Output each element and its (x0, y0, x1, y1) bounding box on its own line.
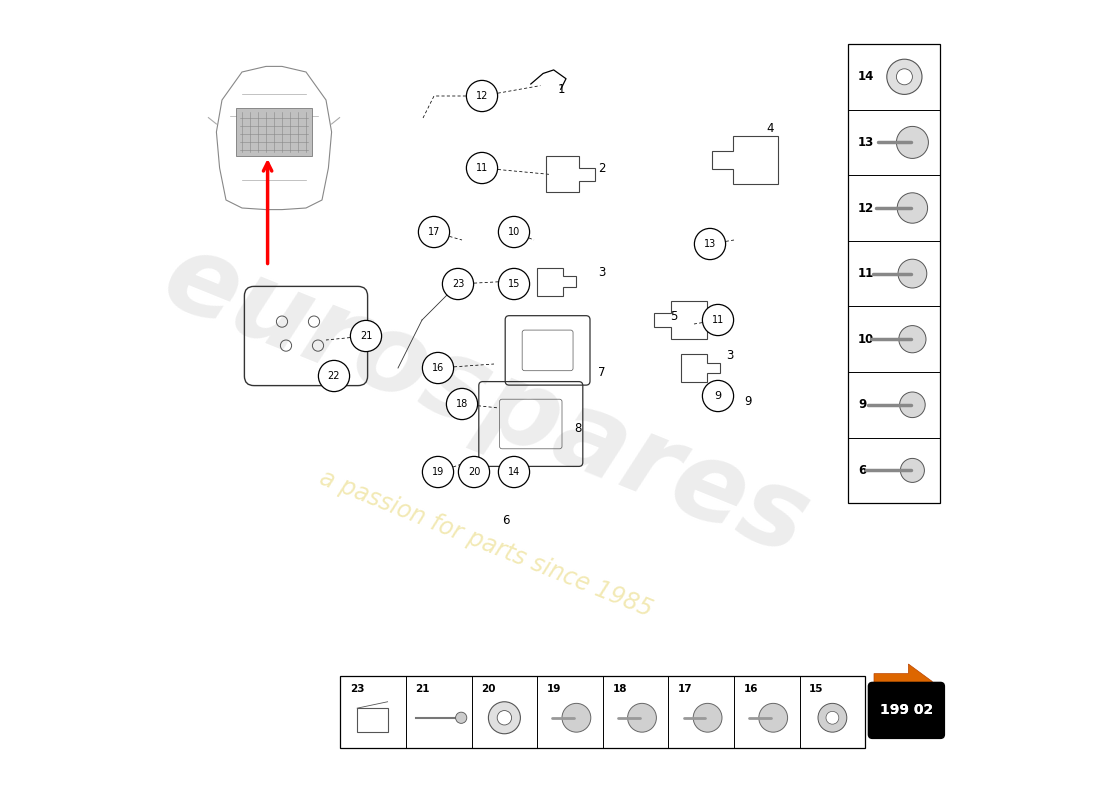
Circle shape (498, 216, 529, 248)
Text: 11: 11 (858, 267, 874, 280)
Circle shape (826, 711, 839, 724)
Bar (848, 44, 940, 503)
Text: 13: 13 (858, 136, 874, 149)
Circle shape (759, 703, 788, 732)
Circle shape (455, 712, 466, 723)
Circle shape (628, 703, 657, 732)
Text: 10: 10 (858, 333, 874, 346)
Circle shape (488, 702, 520, 734)
Text: 7: 7 (598, 366, 605, 378)
Text: 16: 16 (744, 684, 758, 694)
Text: 12: 12 (858, 202, 874, 214)
Circle shape (896, 69, 912, 85)
Circle shape (703, 380, 734, 411)
Text: 12: 12 (476, 91, 488, 101)
Circle shape (898, 259, 927, 288)
Circle shape (818, 703, 847, 732)
Text: 20: 20 (481, 684, 496, 694)
Circle shape (899, 326, 926, 353)
Circle shape (318, 360, 350, 392)
Text: 9: 9 (745, 395, 752, 408)
Text: 20: 20 (468, 467, 481, 477)
Circle shape (442, 268, 474, 300)
Text: 199 02: 199 02 (880, 703, 934, 718)
Text: 11: 11 (712, 315, 724, 325)
Circle shape (459, 456, 490, 488)
Text: 3: 3 (726, 350, 734, 362)
Text: 6: 6 (502, 514, 509, 526)
Circle shape (693, 703, 722, 732)
Text: a passion for parts since 1985: a passion for parts since 1985 (316, 466, 656, 622)
Text: 21: 21 (416, 684, 430, 694)
Text: 22: 22 (328, 371, 340, 381)
Text: 4: 4 (766, 122, 773, 134)
Text: 23: 23 (452, 279, 464, 289)
Circle shape (498, 268, 529, 300)
Text: eurospares: eurospares (148, 222, 824, 578)
Text: 13: 13 (704, 239, 716, 249)
Circle shape (887, 59, 922, 94)
Circle shape (418, 216, 450, 248)
Polygon shape (874, 664, 933, 699)
Text: 21: 21 (360, 331, 372, 341)
Text: 2: 2 (598, 162, 605, 174)
Text: 14: 14 (508, 467, 520, 477)
Circle shape (422, 456, 453, 488)
Text: 19: 19 (432, 467, 444, 477)
Text: 8: 8 (574, 422, 582, 434)
Text: 3: 3 (598, 266, 605, 278)
Circle shape (703, 304, 734, 336)
Circle shape (466, 80, 497, 111)
Text: 15: 15 (810, 684, 824, 694)
Circle shape (562, 703, 591, 732)
Text: 6: 6 (858, 464, 867, 477)
Bar (358, 708, 387, 732)
Text: 5: 5 (670, 310, 678, 322)
Bar (340, 676, 866, 748)
Text: 19: 19 (547, 684, 561, 694)
Text: 15: 15 (508, 279, 520, 289)
Circle shape (898, 193, 927, 223)
Circle shape (466, 152, 497, 184)
Text: 10: 10 (508, 227, 520, 237)
Text: 9: 9 (858, 398, 867, 411)
Circle shape (447, 388, 477, 419)
Text: 1: 1 (558, 83, 565, 96)
Text: 17: 17 (678, 684, 693, 694)
FancyBboxPatch shape (868, 682, 945, 738)
Circle shape (498, 456, 529, 488)
Text: 18: 18 (613, 684, 627, 694)
Bar (235, 108, 312, 156)
Circle shape (900, 392, 925, 418)
Text: 11: 11 (476, 163, 488, 173)
Circle shape (497, 710, 512, 725)
Circle shape (896, 126, 928, 158)
Circle shape (901, 458, 924, 482)
Text: 199 02: 199 02 (880, 703, 934, 718)
Text: 17: 17 (428, 227, 440, 237)
Bar (872, 686, 940, 734)
Circle shape (694, 229, 726, 259)
Text: 14: 14 (858, 70, 874, 83)
Text: 9: 9 (714, 391, 722, 401)
Circle shape (422, 352, 453, 384)
Text: 16: 16 (432, 363, 444, 373)
Text: 18: 18 (455, 399, 469, 409)
Circle shape (351, 321, 382, 352)
Text: 23: 23 (350, 684, 364, 694)
